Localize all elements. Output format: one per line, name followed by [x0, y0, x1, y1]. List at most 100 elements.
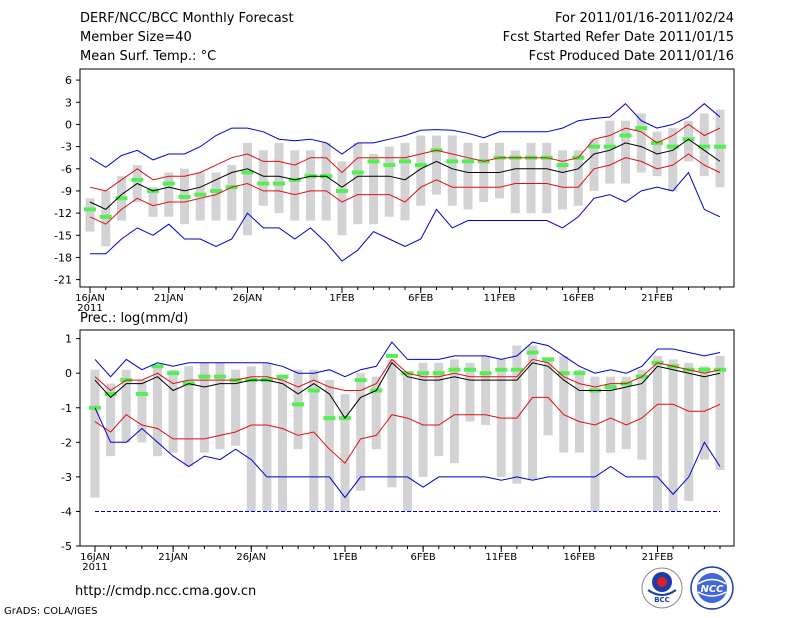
prec-ytick-label: -3: [61, 471, 72, 484]
prec-median-bar: [151, 364, 164, 369]
temp-median-bar: [698, 144, 711, 149]
forecast-period: For 2011/01/16-2011/02/24: [555, 11, 734, 26]
prec-median-bar: [495, 367, 508, 372]
prec-range-box: [684, 362, 694, 502]
temp-range-box: [306, 150, 315, 221]
prec-range-box: [231, 369, 241, 446]
temp-median-bar: [462, 159, 474, 164]
prec-median-bar: [464, 367, 476, 372]
temp-median-bar: [131, 177, 144, 182]
fcst-produced: Fcst Produced Date 2011/01/16: [529, 49, 734, 64]
prec-median-bar: [385, 353, 398, 358]
bcc-logo: BCC: [641, 567, 683, 609]
prec-ytick-label: 1: [65, 333, 72, 346]
chart-title: DERF/NCC/BCC Monthly Forecast: [80, 11, 294, 26]
temp-median-bar: [383, 163, 396, 168]
prec-range-box: [121, 369, 131, 443]
temp-range-box: [621, 120, 630, 184]
prec-range-box: [715, 355, 725, 470]
prec-median-bar: [135, 391, 148, 396]
prec-median-bar: [354, 378, 367, 383]
temp-range-box: [258, 150, 268, 206]
prec-range-box: [418, 362, 428, 477]
ncc-logo: NCC: [690, 566, 734, 610]
temp-xtick-label: 1FEB: [329, 293, 354, 304]
member-size: Member Size=40: [80, 30, 192, 45]
prec-range-box: [699, 366, 709, 460]
prec-xtick-year: 2011: [82, 562, 107, 573]
temp-xtick-label: 26JAN: [233, 293, 263, 304]
prec-xtick-label: 26JAN: [236, 552, 266, 563]
temp-range-box: [211, 172, 221, 221]
prec-xtick-label: 16FEB: [564, 552, 596, 563]
temp-median-bar: [257, 181, 270, 186]
temp-range-box: [589, 139, 599, 191]
temp-range-box: [227, 165, 237, 221]
temp-range-box: [668, 128, 678, 191]
temp-range-box: [164, 172, 174, 217]
temp-range-box: [558, 150, 567, 210]
temp-ytick-label: -18: [54, 251, 72, 264]
temp-median-bar: [367, 159, 380, 164]
prec-range-box: [465, 362, 475, 422]
prec-median-bar: [448, 367, 461, 372]
prec-median-bar: [510, 367, 523, 372]
prec-median-bar: [167, 371, 180, 376]
temp-median-bar: [84, 207, 96, 212]
temp-range-box: [495, 142, 504, 199]
temp-range-box: [526, 142, 536, 214]
temp-median-bar: [194, 192, 207, 197]
temp-series-mean-minus-sd: [89, 153, 721, 225]
prec-range-box: [278, 376, 287, 512]
prec-range-box: [668, 359, 678, 512]
temp-xtick-year: 2011: [77, 303, 102, 314]
prec-median-bar: [604, 385, 617, 390]
prec-range-box: [262, 362, 272, 512]
temp-xtick-label: 16JAN: [75, 293, 105, 304]
prec-range-box: [340, 393, 350, 512]
prec-median-bar: [104, 391, 117, 396]
prec-xtick-label: 21FEB: [642, 552, 674, 563]
prec-median-bar: [573, 371, 586, 376]
temp-median-bar: [603, 144, 616, 149]
temp-range-box: [243, 142, 252, 236]
temp-median-bar: [115, 196, 128, 201]
prec-range-box: [324, 380, 334, 512]
prec-median-bar: [214, 374, 226, 379]
prec-series-mean: [94, 362, 721, 419]
prec-ytick-label: -5: [61, 540, 72, 553]
prec-median-bar: [89, 405, 101, 410]
temp-series-mean: [89, 138, 721, 210]
temp-series-mean-plus-sd: [89, 123, 721, 192]
temp-xtick-label: 21FEB: [641, 293, 673, 304]
ncc-logo-text: NCC: [700, 584, 724, 595]
prec-xtick-label: 16JAN: [80, 552, 110, 563]
temp-ytick-label: -12: [54, 207, 72, 220]
prec-range-box: [606, 376, 616, 453]
prec-ytick-label: -4: [61, 505, 72, 518]
temp-series-min: [90, 171, 721, 262]
source-url[interactable]: http://cmdp.ncc.cma.gov.cn: [75, 584, 256, 599]
temp-range-box: [384, 146, 394, 217]
temp-range-box: [605, 120, 615, 184]
prec-series-mean-minus-sd: [94, 396, 721, 464]
prec-range-box: [653, 355, 662, 512]
prec-range-box: [637, 369, 647, 460]
prec-median-bar: [292, 402, 305, 407]
bcc-logo-text: BCC: [654, 596, 670, 604]
temp-range-box: [400, 142, 410, 221]
prec-range-box: [434, 362, 444, 457]
temp-median-bar: [588, 144, 600, 149]
temp-ytick-label: 6: [65, 74, 72, 87]
prec-range-box: [481, 355, 491, 426]
prec-range-box: [106, 383, 116, 457]
temp-range-box: [290, 150, 300, 221]
prec-range-box: [168, 369, 178, 453]
prec-ytick-label: -1: [61, 402, 72, 415]
prec-range-box: [387, 359, 397, 488]
fcst-started-refer: Fcst Started Refer Date 2011/01/15: [503, 30, 734, 45]
temp-range-box: [573, 150, 583, 206]
temp-median-bar: [273, 181, 285, 186]
temp-range-box: [510, 150, 520, 214]
